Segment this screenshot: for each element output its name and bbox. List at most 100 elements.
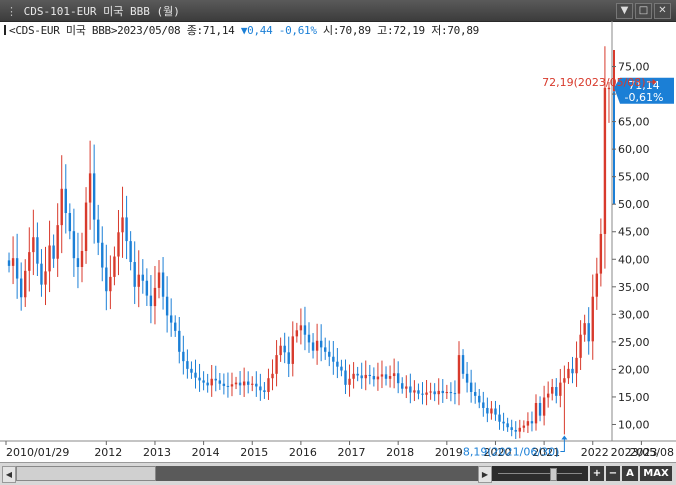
candle-body xyxy=(255,383,258,387)
candle-body xyxy=(555,387,558,396)
candle-body xyxy=(372,376,376,380)
info-close: 종:71,14 xyxy=(186,24,235,37)
candle-body xyxy=(246,381,250,385)
candlestick-chart[interactable]: 10,00 15,00 20,00 25,00 30,00 35,00 40,00 45,00… xyxy=(0,21,676,462)
close-icon: ✕ xyxy=(658,5,667,16)
candle-body xyxy=(482,402,485,408)
candle-body xyxy=(319,340,323,348)
candle-body xyxy=(542,397,546,416)
candle-body xyxy=(546,393,550,398)
candle-body xyxy=(583,323,586,335)
candle-body xyxy=(161,272,165,297)
candle-body xyxy=(121,217,124,233)
y-tick-label: 25,00 xyxy=(618,336,650,349)
scroll-thumb[interactable] xyxy=(16,466,156,481)
auto-button[interactable]: A xyxy=(622,466,638,481)
candle-body xyxy=(259,386,262,391)
zoom-in-button[interactable]: + xyxy=(590,466,604,481)
candle-body xyxy=(40,263,43,285)
candle-body xyxy=(76,258,80,267)
x-tick-label: 2021 xyxy=(532,446,560,459)
x-tick-label: 2012 xyxy=(94,446,122,459)
candle-body xyxy=(263,390,266,392)
candle-body xyxy=(299,325,303,331)
candle-body xyxy=(287,352,290,364)
range-bar-down xyxy=(613,91,615,205)
candle-body xyxy=(226,385,230,387)
last-price-change: -0,61% xyxy=(625,91,664,104)
scroll-left-button[interactable]: ◀ xyxy=(2,466,16,483)
chart-scrollbar[interactable]: ◀ ▶ + − A MAX xyxy=(0,462,676,485)
candle-body xyxy=(441,390,444,394)
title-grip-icon: ⋮ xyxy=(6,5,17,18)
candle-body xyxy=(101,242,104,268)
candle-body xyxy=(109,276,112,292)
candle-body xyxy=(182,351,185,362)
info-open: 시:70,89 xyxy=(323,24,371,37)
candle-body xyxy=(283,345,286,353)
candle-body xyxy=(518,427,521,432)
title-bar[interactable]: ⋮ CDS-101-EUR 미국 BBB (월) ▼ □ ✕ xyxy=(0,0,676,22)
candle-body xyxy=(409,386,412,393)
info-date: 2023/05/08 xyxy=(117,24,181,37)
candle-body xyxy=(417,390,420,394)
zoom-slider[interactable] xyxy=(492,466,588,481)
candle-body xyxy=(56,225,59,259)
candle-body xyxy=(242,381,246,386)
candle-body xyxy=(251,383,254,385)
max-annotation-arrowhead xyxy=(652,79,657,86)
candle-body xyxy=(376,376,380,380)
candle-body xyxy=(332,356,335,362)
candle-body xyxy=(457,355,461,394)
info-marker-icon xyxy=(4,25,6,35)
candle-body xyxy=(28,252,31,271)
candle-body xyxy=(15,258,19,279)
x-tick-label: 2022 xyxy=(581,446,609,459)
zoom-knob[interactable] xyxy=(550,468,557,481)
candle-body xyxy=(478,395,481,403)
range-bar-up xyxy=(613,50,615,92)
candle-body xyxy=(502,421,505,424)
candle-body xyxy=(344,370,347,385)
candle-body xyxy=(291,336,294,364)
candle-body xyxy=(88,173,92,203)
candle-body xyxy=(486,407,489,414)
candle-body xyxy=(97,219,100,243)
candle-body xyxy=(36,237,39,264)
zoom-out-button[interactable]: − xyxy=(606,466,620,481)
candle-body xyxy=(587,323,590,342)
candle-body xyxy=(149,295,153,307)
candle-body xyxy=(165,296,169,316)
candle-body xyxy=(396,373,400,384)
candle-body xyxy=(401,383,404,389)
x-tick-label: 2017 xyxy=(338,446,366,459)
candle-body xyxy=(437,390,440,395)
candle-body xyxy=(129,241,132,263)
candle-body xyxy=(11,258,15,266)
candle-body xyxy=(445,391,449,394)
candle-body xyxy=(388,376,392,379)
last-price-tag xyxy=(614,77,674,104)
y-tick-label: 65,00 xyxy=(618,116,650,129)
candle-body xyxy=(538,403,542,416)
candle-body xyxy=(559,382,562,396)
dropdown-button[interactable]: ▼ xyxy=(616,3,633,19)
candle-body xyxy=(230,384,234,387)
close-button[interactable]: ✕ xyxy=(654,3,671,19)
y-tick-label: 15,00 xyxy=(618,391,650,404)
maximize-button[interactable]: □ xyxy=(635,3,652,19)
candle-body xyxy=(271,373,274,379)
candle-body xyxy=(275,355,278,374)
candle-body xyxy=(465,373,469,383)
candle-body xyxy=(348,378,351,385)
scroll-right-button[interactable]: ▶ xyxy=(478,466,492,483)
max-button[interactable]: MAX xyxy=(640,466,672,481)
candle-body xyxy=(449,391,453,394)
min-annotation-arrow xyxy=(560,437,565,452)
candle-body xyxy=(599,233,603,274)
candle-body xyxy=(267,378,270,392)
x-tick-label: 2016 xyxy=(289,446,317,459)
window-title-text: CDS-101-EUR 미국 BBB (월) xyxy=(23,5,180,18)
candle-body xyxy=(7,260,11,266)
candle-body xyxy=(514,429,517,432)
